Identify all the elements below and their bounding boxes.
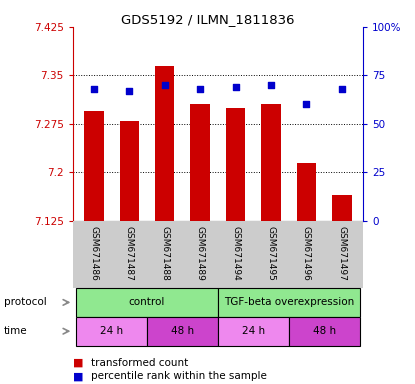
Bar (190, 104, 210, 221)
Bar (76, 288, 218, 317)
Text: transformed count: transformed count (91, 358, 188, 368)
Point (339, 86, 345, 92)
Bar (297, 163, 316, 221)
Text: GSM671489: GSM671489 (195, 226, 205, 281)
Point (90, 86, 97, 92)
Text: protocol: protocol (4, 297, 47, 308)
Bar (261, 104, 281, 221)
Text: time: time (4, 326, 28, 336)
Text: GSM671495: GSM671495 (266, 226, 276, 281)
Text: control: control (129, 297, 165, 308)
Bar (155, 66, 174, 221)
Bar (76, 317, 147, 346)
Text: 48 h: 48 h (312, 326, 336, 336)
Bar (147, 317, 218, 346)
Point (126, 88, 133, 94)
Text: 24 h: 24 h (242, 326, 265, 336)
Bar (218, 317, 289, 346)
Bar (84, 111, 104, 221)
Text: GSM671496: GSM671496 (302, 226, 311, 281)
Point (197, 86, 203, 92)
Text: ■: ■ (73, 371, 83, 381)
Bar (120, 121, 139, 221)
Point (161, 82, 168, 88)
Point (303, 101, 310, 108)
Point (268, 82, 274, 88)
Point (232, 84, 239, 90)
Text: GSM671497: GSM671497 (337, 226, 347, 281)
Text: GDS5192 / ILMN_1811836: GDS5192 / ILMN_1811836 (121, 13, 294, 26)
Text: GSM671487: GSM671487 (125, 226, 134, 281)
Text: GSM671488: GSM671488 (160, 226, 169, 281)
Text: 24 h: 24 h (100, 326, 123, 336)
Bar (218, 288, 359, 317)
Bar (226, 108, 245, 221)
Bar (289, 317, 359, 346)
Text: GSM671494: GSM671494 (231, 226, 240, 281)
Text: TGF-beta overexpression: TGF-beta overexpression (224, 297, 354, 308)
Bar (332, 195, 352, 221)
Text: ■: ■ (73, 358, 83, 368)
Text: 48 h: 48 h (171, 326, 194, 336)
Text: percentile rank within the sample: percentile rank within the sample (91, 371, 267, 381)
Text: GSM671486: GSM671486 (89, 226, 98, 281)
